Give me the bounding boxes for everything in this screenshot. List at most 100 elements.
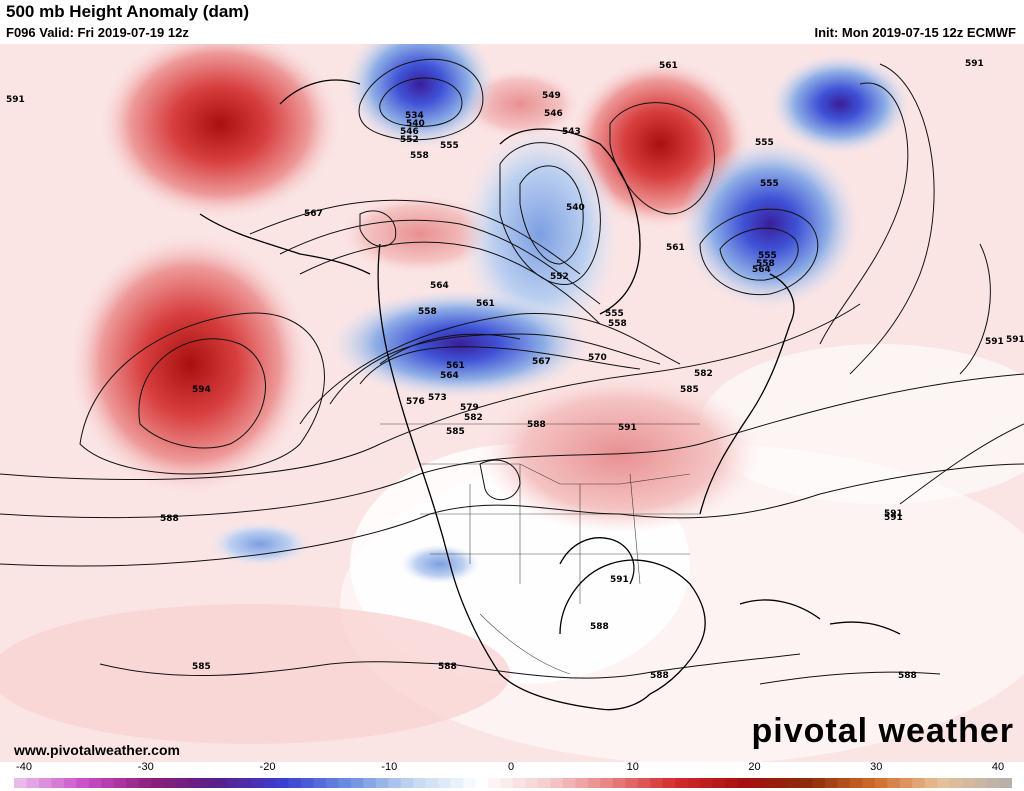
colorbar-segment	[937, 778, 951, 788]
colorbar-tick-label: -30	[137, 761, 154, 773]
contour-label: 588	[898, 671, 917, 681]
colorbar-segment	[300, 778, 314, 788]
contour-label: 561	[446, 361, 465, 371]
contour-label: 540	[566, 203, 585, 213]
colorbar-segment	[550, 778, 564, 788]
colorbar-segment	[325, 778, 339, 788]
colorbar-segment	[113, 778, 127, 788]
contour-label: 564	[430, 281, 449, 291]
contour-label: 567	[532, 357, 551, 367]
colorbar-segment	[201, 778, 215, 788]
colorbar-segment	[962, 778, 976, 788]
contour-label: 540	[406, 119, 425, 129]
colorbar-segment	[275, 778, 289, 788]
colorbar-segment	[438, 778, 452, 788]
colorbar-segment	[924, 778, 938, 788]
colorbar-segment	[363, 778, 377, 788]
contour-label: 558	[608, 319, 627, 329]
colorbar-tick-label: 30	[870, 761, 883, 773]
colorbar-segment	[188, 778, 202, 788]
colorbar-segment	[762, 778, 776, 788]
contour-label: 555	[758, 251, 777, 261]
colorbar-segment	[662, 778, 676, 788]
contour-label: 564	[752, 265, 771, 275]
colorbar-segment	[463, 778, 477, 788]
positive-anomaly-alaska	[100, 44, 340, 219]
brand-logo: pivotal weather	[751, 712, 1014, 750]
colorbar-segment	[974, 778, 988, 788]
colorbar-segment	[488, 778, 502, 788]
contour-label: 588	[438, 662, 457, 672]
colorbar-segment	[700, 778, 714, 788]
colorbar-segment	[737, 778, 751, 788]
header: 500 mb Height Anomaly (dam) F096 Valid: …	[0, 0, 1024, 44]
contour-label: 594	[192, 385, 211, 395]
contour-label: 582	[464, 413, 483, 423]
colorbar-segment	[562, 778, 576, 788]
contour-label: 549	[542, 91, 561, 101]
colorbar-segment	[375, 778, 389, 788]
colorbar-segment	[63, 778, 77, 788]
colorbar-tick-label: 10	[626, 761, 639, 773]
colorbar-segment	[251, 778, 264, 788]
colorbar-segment	[413, 778, 427, 788]
colorbar-segment	[163, 778, 177, 788]
contour-label: 591	[965, 59, 984, 69]
negative-anomaly-labrador	[680, 139, 860, 309]
website-url[interactable]: www.pivotalweather.com	[14, 742, 180, 758]
init-time: Init: Mon 2019-07-15 12z ECMWF	[814, 25, 1016, 40]
colorbar-segment	[750, 778, 763, 788]
colorbar-segment	[475, 778, 489, 788]
colorbar-segment	[949, 778, 963, 788]
contour-label: 591	[6, 95, 25, 105]
colorbar-segment	[338, 778, 352, 788]
contour-label: 558	[410, 151, 429, 161]
colorbar-segment	[151, 778, 165, 788]
colorbar-segment	[849, 778, 863, 788]
contour-label: 585	[192, 662, 211, 672]
colorbar-segment	[14, 778, 27, 788]
contour-label: 585	[446, 427, 465, 437]
anomaly-map: 591 591 591 594 588 585 567 561 555 558 …	[0, 44, 1024, 762]
contour-label: 591	[884, 513, 903, 523]
colorbar-segment	[774, 778, 788, 788]
colorbar-segment	[26, 778, 40, 788]
colorbar-tick-label: -40	[16, 761, 32, 773]
colorbar-segment	[600, 778, 614, 788]
colorbar-segment	[288, 778, 302, 788]
contour-label: 558	[418, 307, 437, 317]
contour-label: 534	[405, 111, 424, 121]
colorbar-segment	[126, 778, 140, 788]
colorbar-segment	[525, 778, 539, 788]
contour-label: 570	[588, 353, 607, 363]
contour-label: 552	[400, 135, 419, 145]
colorbar-segment	[874, 778, 888, 788]
colorbar-segment	[388, 778, 402, 788]
colorbar-tick-label: -10	[381, 761, 398, 773]
contour-label: 576	[406, 397, 425, 407]
colorbar-segment	[350, 778, 364, 788]
colorbar-segment	[88, 778, 102, 788]
colorbar-segment	[612, 778, 626, 788]
contour-label: 561	[476, 299, 495, 309]
colorbar-segment	[238, 778, 252, 788]
colorbar-segment	[999, 778, 1012, 788]
colorbar-segment	[176, 778, 190, 788]
colorbar-tick-label: 0	[507, 761, 515, 773]
contour-label: 552	[550, 272, 569, 282]
contour-label: 567	[304, 209, 323, 219]
contour-label: 579	[460, 403, 479, 413]
colorbar-segment	[824, 778, 838, 788]
colorbar-segment	[650, 778, 664, 788]
colorbar-segment	[213, 778, 227, 788]
colorbar-segment	[513, 778, 526, 788]
colorbar-segment	[837, 778, 851, 788]
contour-label: 582	[694, 369, 713, 379]
height-contours	[0, 58, 1024, 685]
colorbar-segment	[812, 778, 826, 788]
colorbar-segment	[899, 778, 913, 788]
contour-label: 588	[650, 671, 669, 681]
colorbar	[14, 778, 1012, 788]
contour-label: 555	[760, 179, 779, 189]
colorbar-segment	[712, 778, 726, 788]
